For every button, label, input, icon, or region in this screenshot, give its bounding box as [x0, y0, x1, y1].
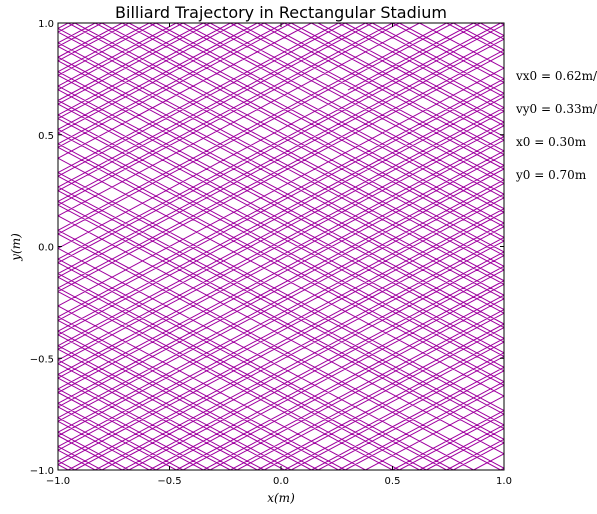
y-tick-label: 0.5 [38, 131, 54, 142]
trajectory-line [58, 23, 504, 470]
y-axis-ticks: −1.0 −0.5 0.0 0.5 1.0 [30, 19, 504, 477]
annotation-x0: x0 = 0.30m [516, 135, 587, 149]
x-tick-label: 0.5 [385, 476, 401, 487]
annotation-vx0: vx0 = 0.62m/s [515, 69, 597, 83]
x-axis-ticks: −1.0 −0.5 0.0 0.5 1.0 [46, 23, 512, 487]
chart-title: Billiard Trajectory in Rectangular Stadi… [115, 3, 447, 22]
x-tick-label: 1.0 [496, 476, 512, 487]
plot-area [57, 22, 505, 471]
x-axis-label: x(m) [267, 491, 295, 505]
y-tick-label: −1.0 [30, 466, 54, 477]
annotation-y0: y0 = 0.70m [515, 168, 587, 182]
x-tick-label: −0.5 [157, 476, 181, 487]
y-axis-label: y(m) [9, 233, 23, 262]
y-tick-label: 1.0 [38, 19, 54, 30]
y-tick-label: 0.0 [38, 243, 54, 254]
x-tick-label: −1.0 [46, 476, 70, 487]
x-tick-label: 0.0 [273, 476, 289, 487]
annotation-vy0: vy0 = 0.33m/s [515, 102, 597, 116]
trajectory-series [58, 23, 504, 470]
initial-conditions: vx0 = 0.62m/s vy0 = 0.33m/s x0 = 0.30m y… [515, 69, 597, 182]
y-tick-label: −0.5 [30, 354, 54, 365]
